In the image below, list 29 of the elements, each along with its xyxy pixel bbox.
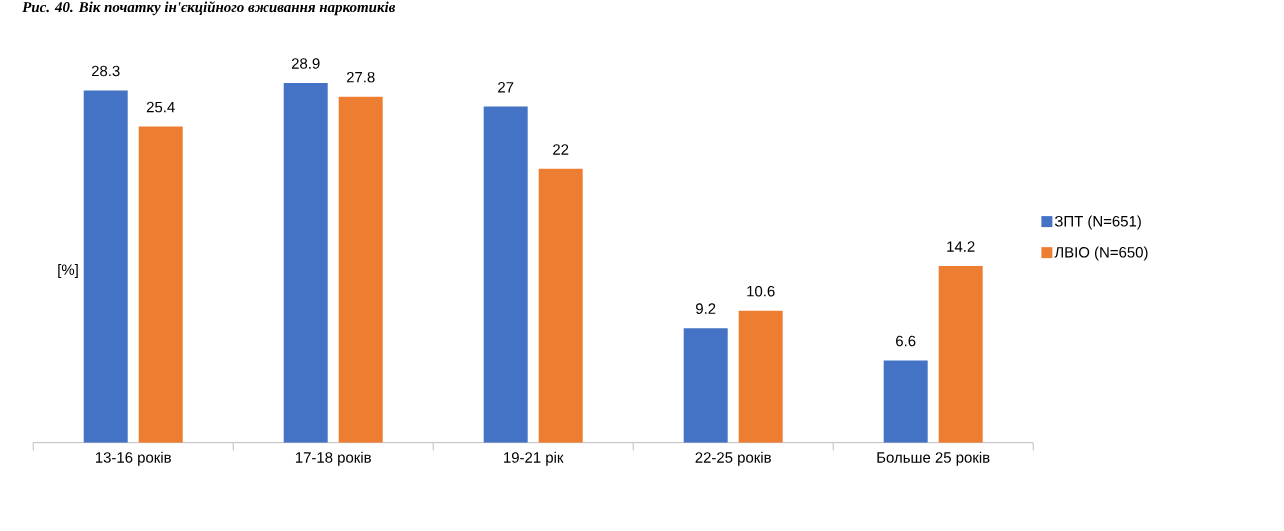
x-tick-label: 19-21 рік: [504, 451, 564, 466]
bar: [483, 106, 528, 443]
data-label: 28.9: [291, 58, 320, 69]
data-label: 27.8: [346, 71, 375, 83]
data-label: 6.6: [896, 335, 916, 347]
bar: [83, 90, 128, 443]
data-label: 22: [553, 144, 569, 155]
x-tick-label: 13-16 років: [95, 451, 171, 466]
data-label: 28.3: [91, 65, 120, 77]
data-label: 27: [498, 81, 514, 93]
data-label: 14.2: [947, 241, 975, 252]
chart-title: Рис. 40. Вік початку ін'єкційного вживання наркотиків: [22, 1, 396, 16]
data-label: 25.4: [146, 101, 175, 113]
data-label: 9.2: [696, 303, 716, 314]
bar: [883, 360, 928, 443]
bar: [738, 310, 783, 443]
bar: [683, 328, 728, 443]
x-tick-label: 22-25 років: [695, 451, 771, 466]
x-tick-label: 17-18 років: [295, 451, 371, 466]
bar: [338, 96, 383, 443]
x-tick-label: Больше 25 років: [877, 451, 990, 466]
data-label: 10.6: [747, 285, 775, 297]
bar: [283, 82, 328, 443]
y-axis-title: [%]: [58, 264, 78, 278]
bar: [938, 265, 983, 443]
legend-label: ЗПТ (N=651): [1054, 215, 1141, 230]
bar: [138, 126, 183, 443]
legend-label: ЛВІО (N=650): [1054, 246, 1148, 261]
bar: [538, 168, 583, 443]
